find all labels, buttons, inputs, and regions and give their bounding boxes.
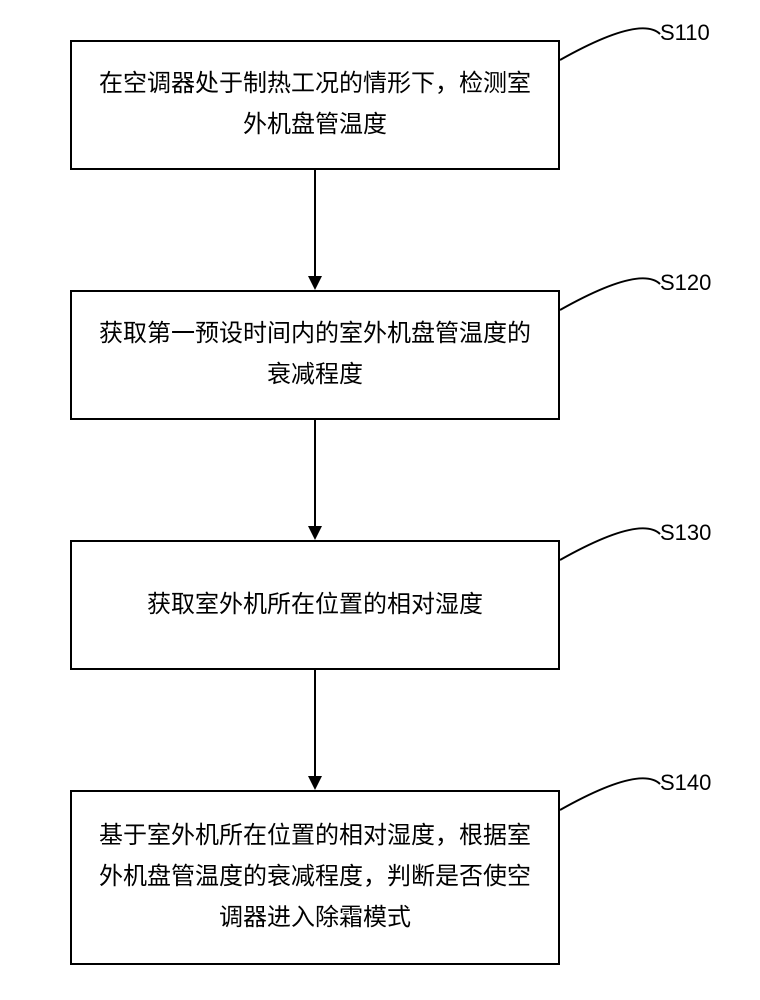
arrow-head-s120 [308, 276, 322, 290]
step-box-s120: 获取第一预设时间内的室外机盘管温度的衰减程度 [70, 290, 560, 420]
step-text: 基于室外机所在位置的相对湿度，根据室外机盘管温度的衰减程度，判断是否使空调器进入… [92, 816, 538, 938]
arrow-s110-s120 [314, 170, 316, 276]
step-label-s130: S130 [660, 520, 711, 546]
arrow-head-s140 [308, 776, 322, 790]
step-text: 获取室外机所在位置的相对湿度 [147, 585, 483, 626]
step-box-s130: 获取室外机所在位置的相对湿度 [70, 540, 560, 670]
arrow-s120-s130 [314, 420, 316, 526]
step-text: 在空调器处于制热工况的情形下，检测室外机盘管温度 [92, 64, 538, 146]
step-box-s110: 在空调器处于制热工况的情形下，检测室外机盘管温度 [70, 40, 560, 170]
step-text: 获取第一预设时间内的室外机盘管温度的衰减程度 [92, 314, 538, 396]
step-box-s140: 基于室外机所在位置的相对湿度，根据室外机盘管温度的衰减程度，判断是否使空调器进入… [70, 790, 560, 965]
step-label-s110: S110 [660, 20, 710, 46]
arrow-head-s130 [308, 526, 322, 540]
arrow-s130-s140 [314, 670, 316, 776]
step-label-s120: S120 [660, 270, 711, 296]
step-label-s140: S140 [660, 770, 711, 796]
flowchart-canvas: 在空调器处于制热工况的情形下，检测室外机盘管温度 S110 获取第一预设时间内的室外… [0, 0, 760, 1000]
